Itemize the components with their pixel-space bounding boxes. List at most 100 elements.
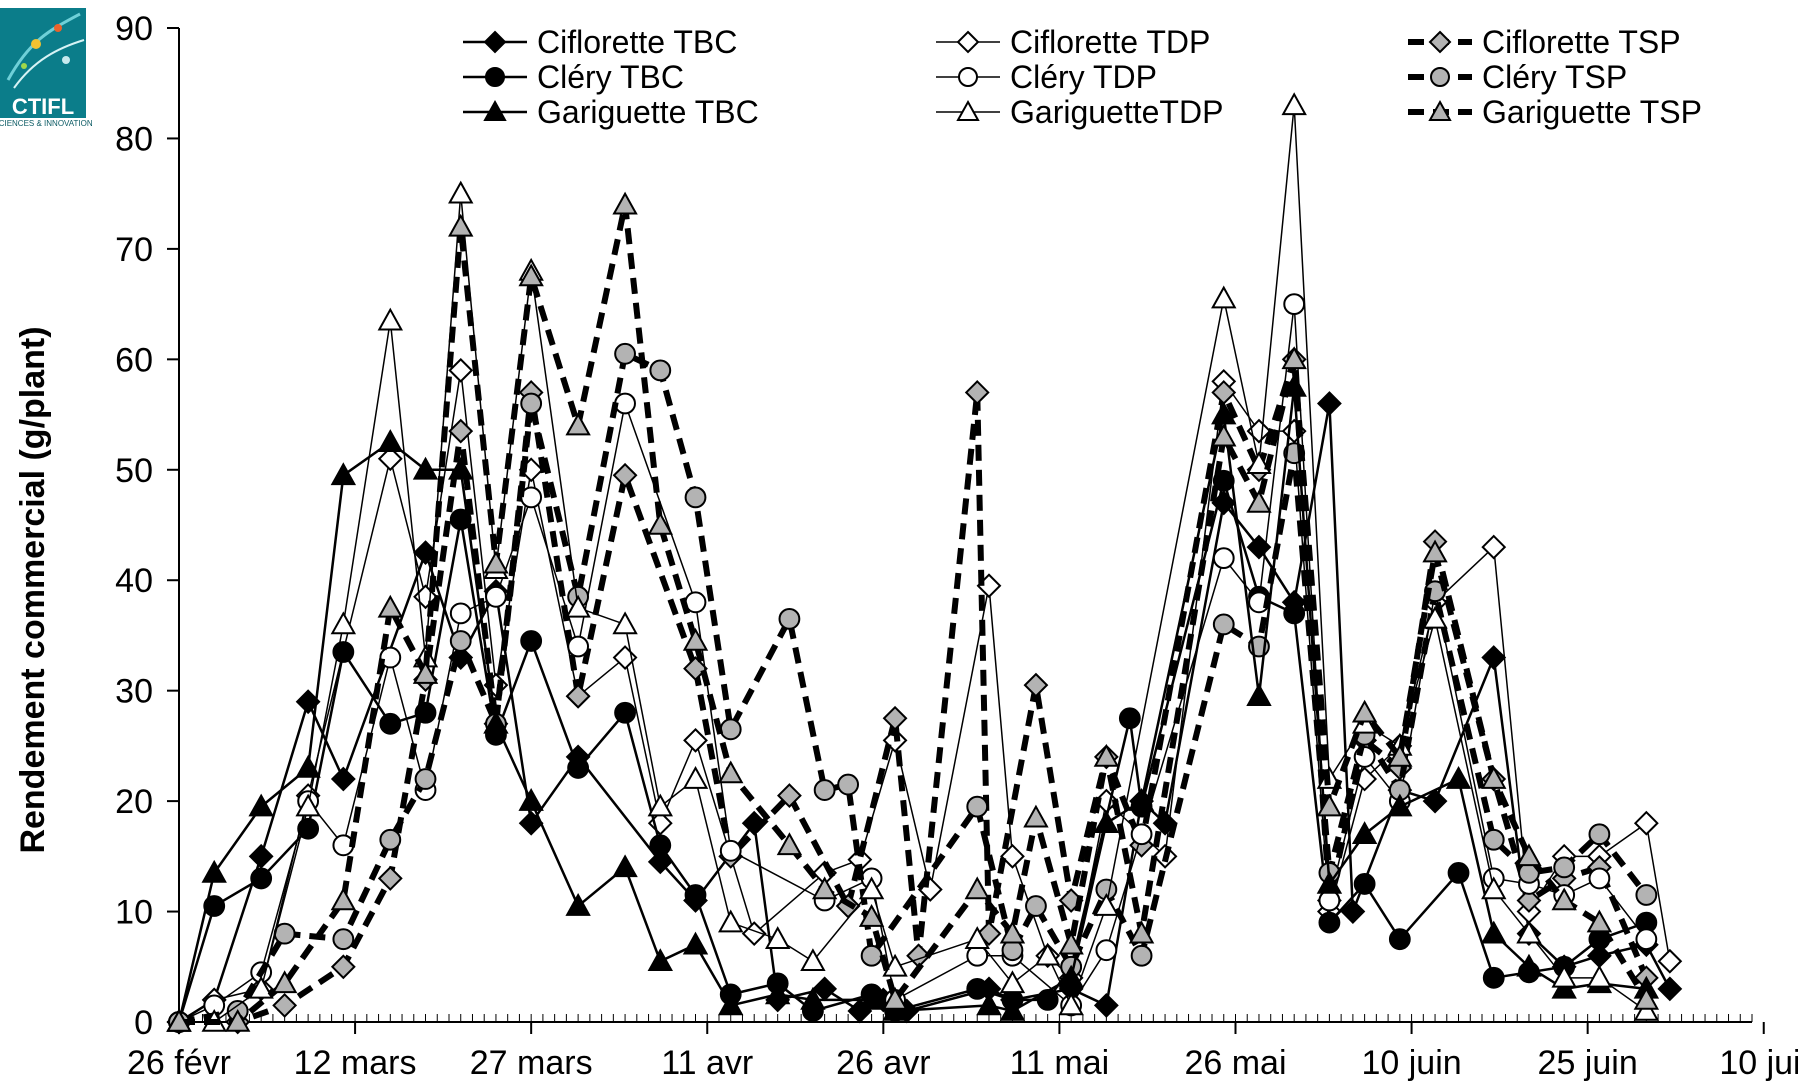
series-clery-tdp [168,293,1658,1033]
data-point [1516,843,1542,867]
series-clery-tsp [168,342,1658,1033]
legend-entry-ciflorette-tdp: Ciflorette TDP [936,24,1210,60]
data-point [483,710,509,734]
y-tick-label: 0 [134,1004,153,1042]
logo-wordmark: CTIFL [12,94,74,119]
data-point [248,975,274,999]
legend-entry-ciflorette-tbc: Ciflorette TBC [463,24,737,60]
data-point [1657,976,1683,1002]
legend-entry-clery-tdp: Cléry TDP [936,59,1157,95]
data-point [858,904,885,927]
data-point [1635,928,1658,951]
data-point [250,867,273,890]
data-point [837,773,860,796]
data-point [682,765,709,789]
data-point [1422,539,1448,563]
series-line [178,402,1671,1024]
data-point [1058,992,1084,1016]
data-point [647,948,673,972]
data-point [1023,804,1049,828]
data-point [719,718,742,741]
data-point [1211,401,1237,425]
data-point [1340,899,1366,924]
data-point [1516,953,1542,977]
series-line [177,385,1647,1023]
data-point [718,760,744,784]
data-point [1447,862,1470,884]
data-point [777,783,802,809]
data-point [684,486,707,509]
data-point [248,843,274,869]
data-point [1353,873,1376,895]
legend-entry-gariguette-tbc: Gariguette TBC [463,94,759,130]
data-point [1281,346,1307,370]
ctifl-logo: CTIFL SCIENCES & INNOVATION [0,8,93,128]
data-point [800,948,826,972]
data-point [379,646,402,669]
data-point [811,876,838,900]
data-point [1482,828,1505,851]
data-point [778,607,801,630]
legend-label: Ciflorette TDP [1010,24,1210,60]
legend-entry-clery-tbc: Cléry TBC [463,59,684,95]
data-point [565,892,591,916]
data-point [1481,534,1507,560]
data-point [1633,986,1660,1010]
data-point [1551,975,1577,999]
data-point [1093,993,1119,1018]
data-point [272,993,298,1018]
data-point [1351,699,1378,723]
data-point [882,705,908,731]
data-point [683,727,708,753]
data-point [565,412,591,436]
data-point [518,788,544,811]
data-point [1635,884,1658,906]
data-point [1388,928,1411,951]
data-point [377,594,403,618]
data-point [295,793,321,817]
data-point [1657,948,1683,974]
data-point [448,213,474,237]
series-ciflorette-tdp [166,357,1683,1035]
series-gariguette-tbc [166,373,1660,1032]
data-point [248,793,274,817]
data-point [1481,876,1507,900]
legend-marker [1428,30,1452,54]
series-gariguette-tsp [166,191,1660,1032]
data-point [520,630,543,652]
legend-marker [958,67,978,87]
data-point [776,832,803,856]
data-point [1212,547,1235,570]
data-point [1058,964,1084,988]
data-point [518,263,544,287]
x-tick-label: 12 mars [294,1044,417,1082]
data-point [718,992,744,1016]
legend-marker [956,30,980,54]
x-tick-label: 26 févr [127,1044,231,1082]
data-point [414,701,437,724]
data-point [1586,964,1613,988]
data-point [1516,920,1542,944]
legend-label: Gariguette TBC [537,94,759,130]
data-point [483,550,509,574]
data-point [999,970,1026,994]
legend-marker [485,67,505,87]
data-point [966,795,989,818]
data-point [1128,920,1155,944]
data-point [1481,920,1507,944]
data-point [882,953,908,977]
legend-label: Cléry TSP [1482,59,1627,95]
data-point [379,828,402,851]
data-point [649,834,672,857]
data-point [682,931,709,955]
data-point [741,921,767,947]
data-point [683,656,708,681]
data-point [612,611,638,635]
data-point [1482,966,1505,989]
data-point [999,920,1026,944]
data-point [1246,683,1272,706]
data-point [379,712,402,735]
data-point [1025,895,1047,917]
y-tick-label: 50 [115,452,153,490]
legend-entry-gariguette-tsp: Gariguette TSP [1408,94,1702,130]
